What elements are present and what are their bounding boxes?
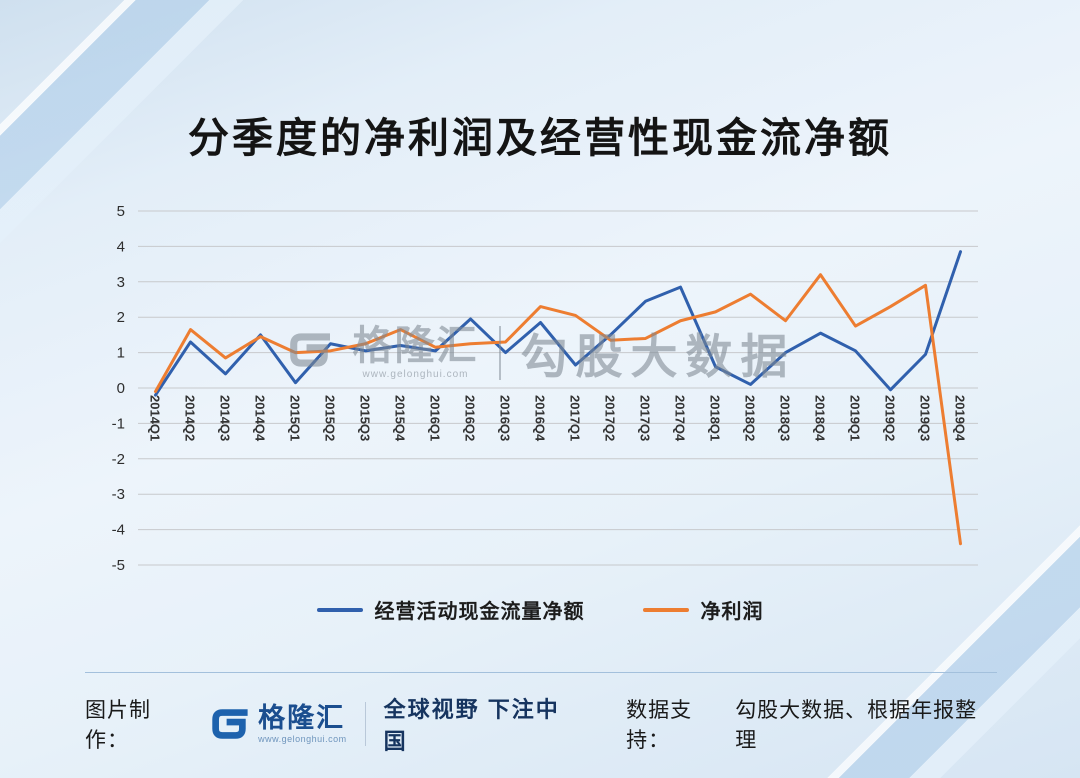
legend-item-operating-cashflow: 经营活动现金流量净额 (316, 595, 585, 624)
page-title: 分季度的净利润及经营性现金流净额 (188, 115, 892, 161)
svg-text:2016Q3: 2016Q3 (498, 395, 513, 441)
svg-text:2017Q4: 2017Q4 (673, 395, 688, 442)
svg-text:2015Q3: 2015Q3 (358, 395, 373, 441)
svg-text:2017Q1: 2017Q1 (568, 395, 583, 441)
svg-text:2017Q3: 2017Q3 (638, 395, 653, 441)
data-support: 数据支持： 勾股大数据、根据年报整理 (626, 694, 997, 754)
svg-text:2016Q1: 2016Q1 (428, 395, 443, 441)
svg-text:2017Q2: 2017Q2 (603, 395, 618, 441)
gelonghui-url-text: www.gelonghui.com (258, 733, 347, 744)
svg-text:2019Q4: 2019Q4 (953, 395, 968, 442)
svg-text:-3: -3 (112, 486, 125, 503)
svg-text:2018Q1: 2018Q1 (708, 395, 723, 441)
svg-text:4: 4 (117, 238, 125, 255)
footer: 图片制作： 格隆汇 www.gelonghui.com 全球视野 下注中国 数据… (85, 692, 997, 756)
footer-vertical-divider (364, 702, 366, 746)
svg-text:2014Q1: 2014Q1 (148, 395, 163, 441)
made-by-label: 图片制作： (85, 699, 151, 752)
svg-text:2018Q3: 2018Q3 (778, 395, 793, 441)
legend-label-net-profit: 净利润 (700, 601, 764, 623)
svg-text:2016Q2: 2016Q2 (463, 395, 478, 441)
svg-text:2015Q2: 2015Q2 (323, 395, 338, 441)
svg-text:2015Q1: 2015Q1 (288, 395, 303, 441)
footer-divider-line (85, 672, 997, 673)
svg-text:2014Q2: 2014Q2 (183, 395, 198, 441)
svg-text:-5: -5 (112, 557, 125, 574)
quarterly-line-chart: 5 4 3 2 1 0 -1 -2 -3 -4 -5 2014Q1 2014Q2 2014Q3 2014Q4… (112, 203, 978, 574)
gelonghui-brand-text: 格隆汇 (258, 702, 346, 733)
svg-text:2015Q4: 2015Q4 (393, 395, 408, 442)
svg-text:2018Q2: 2018Q2 (743, 395, 758, 441)
chart-legend: 经营活动现金流量净额 净利润 (0, 595, 1080, 624)
svg-text:5: 5 (117, 203, 125, 220)
gelonghui-logo: 格隆汇 www.gelonghui.com (208, 703, 347, 745)
gelonghui-g-icon (212, 709, 248, 739)
svg-text:-4: -4 (112, 522, 125, 539)
svg-text:2019Q2: 2019Q2 (883, 395, 898, 441)
data-support-value: 勾股大数据、根据年报整理 (735, 699, 978, 752)
svg-text:-1: -1 (112, 415, 125, 432)
svg-text:2014Q4: 2014Q4 (253, 395, 268, 442)
svg-text:1: 1 (117, 345, 125, 362)
footer-slogan: 全球视野 下注中国 (383, 697, 560, 754)
svg-text:2014Q3: 2014Q3 (218, 395, 233, 441)
legend-item-net-profit: 净利润 (642, 595, 764, 624)
svg-text:3: 3 (117, 274, 125, 291)
legend-label-operating-cashflow: 经营活动现金流量净额 (374, 601, 585, 623)
svg-text:2019Q3: 2019Q3 (918, 395, 933, 441)
svg-text:0: 0 (117, 380, 125, 397)
legend-swatch-net-profit (642, 607, 689, 612)
svg-text:-2: -2 (112, 451, 125, 468)
data-support-label: 数据支持： (626, 699, 693, 752)
svg-text:2: 2 (117, 309, 125, 326)
gelonghui-brand-block: 格隆汇 www.gelonghui.com (258, 702, 347, 744)
svg-text:2019Q1: 2019Q1 (848, 395, 863, 441)
svg-text:2016Q4: 2016Q4 (533, 395, 548, 442)
svg-text:2018Q4: 2018Q4 (813, 395, 828, 442)
legend-swatch-operating-cashflow (316, 607, 363, 612)
